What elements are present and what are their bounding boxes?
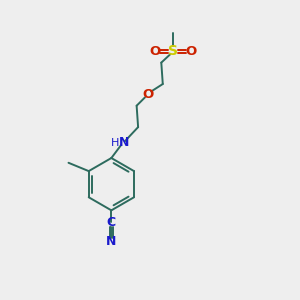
Text: N: N	[119, 136, 129, 149]
Text: N: N	[106, 235, 116, 248]
Text: C: C	[107, 216, 116, 229]
Text: H: H	[111, 138, 119, 148]
Text: O: O	[185, 45, 197, 58]
Text: S: S	[168, 44, 178, 58]
Text: O: O	[142, 88, 154, 101]
Text: O: O	[150, 45, 161, 58]
